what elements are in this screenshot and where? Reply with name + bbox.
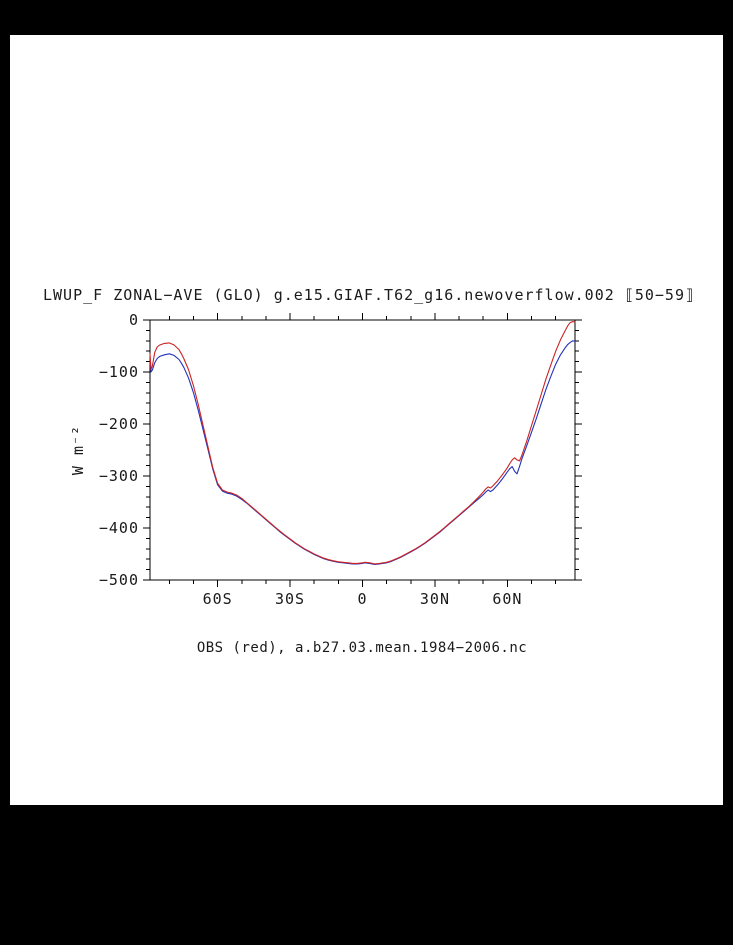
y-tick-label: −500	[99, 571, 139, 589]
y-tick-label: −200	[99, 415, 139, 433]
plot-caption: OBS (red), a.b27.03.mean.1984−2006.nc	[196, 640, 528, 656]
x-tick-label: 30N	[420, 590, 450, 608]
series-line-model-blue	[149, 340, 576, 565]
plot-page	[10, 35, 723, 805]
plot-frame	[149, 319, 576, 581]
y-tick-label: 0	[129, 311, 139, 329]
x-tick-label: 60N	[492, 590, 522, 608]
plot-title: LWUP_F ZONAL−AVE (GLO) g.e15.GIAF.T62_g1…	[43, 286, 695, 304]
x-tick-label: 0	[357, 590, 367, 608]
y-tick-label: −300	[99, 467, 139, 485]
series-line-obs-red	[149, 321, 576, 565]
y-tick-label: −100	[99, 363, 139, 381]
y-tick-label: −400	[99, 519, 139, 537]
x-tick-label: 30S	[275, 590, 305, 608]
x-tick-label: 60S	[203, 590, 233, 608]
